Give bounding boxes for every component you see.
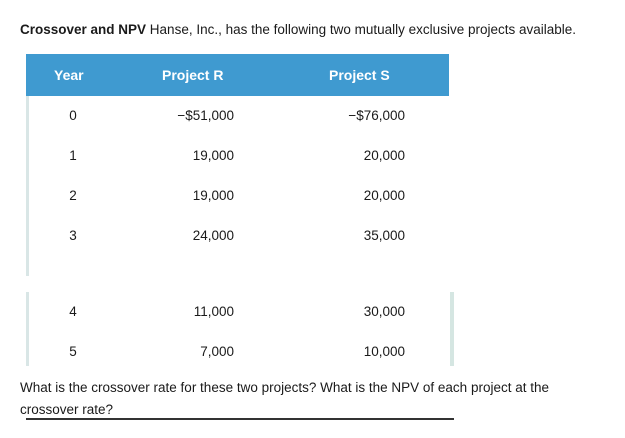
problem-statement: Crossover and NPV Hanse, Inc., has the f… <box>20 21 620 39</box>
project-s-cell: 20,000 <box>363 188 405 203</box>
project-r-cell: 19,000 <box>192 148 234 163</box>
table-row: 4 11,000 30,000 <box>26 292 449 332</box>
header-project-r: Project R <box>162 67 224 83</box>
table-row: 5 7,000 10,000 <box>26 332 449 372</box>
table-row: 1 19,000 20,000 <box>26 136 449 176</box>
table-left-border <box>26 292 29 366</box>
table-right-border <box>450 292 454 366</box>
year-cell: 4 <box>69 304 77 319</box>
table-bottom-border <box>26 418 454 420</box>
year-cell: 5 <box>69 344 77 359</box>
project-s-cell: 30,000 <box>363 304 405 319</box>
project-r-cell: 24,000 <box>192 228 234 243</box>
problem-text: Hanse, Inc., has the following two mutua… <box>146 22 577 37</box>
project-r-cell: 7,000 <box>200 344 234 359</box>
question-line-2: crossover rate? <box>20 402 114 417</box>
project-s-cell: 20,000 <box>363 148 405 163</box>
table-row: 0 −$51,000 −$76,000 <box>26 96 449 136</box>
year-cell: 1 <box>69 148 77 163</box>
year-cell: 2 <box>69 188 77 203</box>
year-cell: 3 <box>69 228 77 243</box>
table-body-section-1: 0 −$51,000 −$76,000 1 19,000 20,000 2 19… <box>26 96 454 330</box>
table-header: Year Project R Project S <box>26 54 449 96</box>
header-project-s: Project S <box>329 67 390 83</box>
project-s-cell: 10,000 <box>363 344 405 359</box>
project-r-cell: 19,000 <box>192 188 234 203</box>
project-s-cell: 35,000 <box>363 228 405 243</box>
table-right-border <box>449 96 453 276</box>
cash-flow-table: Year Project R Project S 0 −$51,000 −$76… <box>26 54 454 420</box>
table-row: 2 19,000 20,000 <box>26 176 449 216</box>
project-s-cell: −$76,000 <box>348 108 405 123</box>
question-line-1: What is the crossover rate for these two… <box>20 380 549 395</box>
table-left-border <box>26 96 29 276</box>
header-year: Year <box>54 67 84 83</box>
problem-title: Crossover and NPV <box>20 22 147 37</box>
project-r-cell: 11,000 <box>193 304 234 319</box>
project-r-cell: −$51,000 <box>177 108 234 123</box>
table-body-section-2: 4 11,000 30,000 5 7,000 10,000 <box>26 292 454 420</box>
question-text: What is the crossover rate for these two… <box>20 377 610 421</box>
year-cell: 0 <box>69 108 77 123</box>
table-row: 3 24,000 35,000 <box>26 216 449 256</box>
